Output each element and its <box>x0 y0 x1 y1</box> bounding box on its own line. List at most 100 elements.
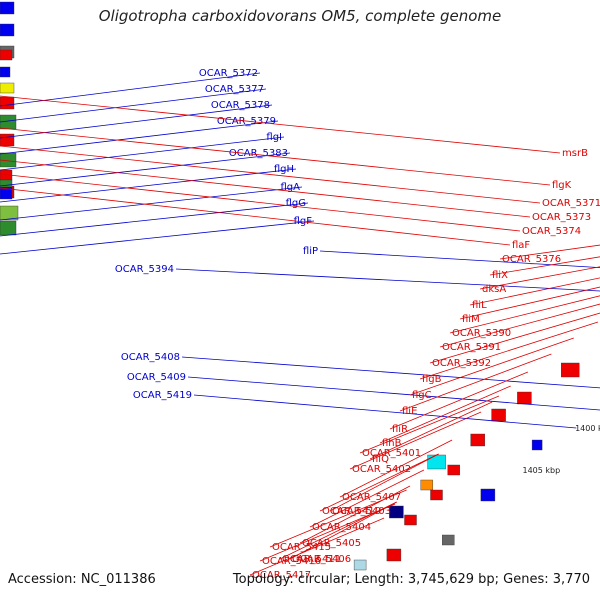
reverse-leader-20 <box>369 401 493 460</box>
forward-leader-4 <box>0 120 279 155</box>
forward-label-8: flgA <box>281 182 301 193</box>
reverse-label-32: OCAR_5417 <box>252 570 311 581</box>
genome-summary-text: Topology: circular; Length: 3,745,629 bp… <box>232 572 590 587</box>
reverse-leader-15 <box>419 321 599 380</box>
feature-block-37 <box>386 548 402 562</box>
reverse-leader-24 <box>329 453 439 512</box>
reverse-leader-1 <box>0 95 561 154</box>
feature-block-5 <box>0 66 11 78</box>
reverse-label-28: OCAR_5406 <box>292 554 351 565</box>
reverse-leader-28 <box>289 501 397 560</box>
reverse-label-10: fliL <box>472 300 487 311</box>
feature-block-29 <box>427 454 446 470</box>
forward-label-6: OCAR_5383 <box>229 148 288 159</box>
reverse-label-19: flhB <box>382 438 402 449</box>
reverse-leader-21 <box>359 395 500 454</box>
reverse-label-2: flgK <box>552 180 572 191</box>
feature-block-23 <box>561 362 580 378</box>
reverse-label-30: OCAR_5415 <box>272 542 331 553</box>
reverse-label-23: OCAR_5407 <box>342 492 401 503</box>
feature-block-16 <box>0 220 17 236</box>
reverse-leader-30 <box>269 489 407 548</box>
forward-label-3: OCAR_5378 <box>211 100 270 111</box>
feature-block-1 <box>0 1 15 15</box>
reverse-leader-9 <box>479 266 600 290</box>
reverse-leader-11 <box>459 286 600 320</box>
reverse-leader-27 <box>299 485 411 544</box>
reverse-leader-8 <box>489 256 600 276</box>
feature-block-28 <box>531 439 543 451</box>
reverse-leader-25 <box>319 453 439 512</box>
forward-label-4: OCAR_5379 <box>217 116 276 127</box>
feature-block-33 <box>480 488 496 502</box>
reverse-label-15: flgB <box>422 374 442 385</box>
forward-label-15: OCAR_5419 <box>133 390 192 401</box>
reverse-label-9: dksA <box>482 284 506 295</box>
reverse-label-25: OCAR_5410 <box>322 506 381 517</box>
forward-leader-13 <box>181 356 600 389</box>
reverse-label-31: OCAR_5416 <box>262 556 321 567</box>
kbp-tick-label-10: 1400 kbp <box>575 424 600 433</box>
feature-block-31 <box>420 479 433 491</box>
forward-label-5: flgI <box>266 132 282 143</box>
feature-block-2 <box>0 23 15 37</box>
reverse-label-7: OCAR_5376 <box>502 254 561 265</box>
forward-label-1: OCAR_5372 <box>199 68 258 79</box>
reverse-leader-4 <box>0 159 531 218</box>
forward-label-13: OCAR_5408 <box>121 352 180 363</box>
reverse-label-17: fliE <box>402 406 417 417</box>
forward-leader-2 <box>0 88 267 123</box>
forward-leader-15 <box>193 394 577 429</box>
reverse-leader-22 <box>349 411 482 470</box>
forward-label-11: fliP <box>303 246 318 257</box>
forward-leader-6 <box>0 152 291 187</box>
feature-block-34 <box>389 505 404 519</box>
reverse-label-21: OCAR_5401 <box>362 448 421 459</box>
reverse-leader-18 <box>389 371 529 430</box>
kbp-tick-label-11: 1405 kbp <box>522 466 560 475</box>
reverse-leader-12 <box>449 295 600 334</box>
reverse-leader-16 <box>409 337 574 396</box>
reverse-leader-19 <box>379 385 511 444</box>
reverse-leader-5 <box>0 173 521 232</box>
map-title: Oligotropha carboxidovorans OM5, complet… <box>98 7 502 25</box>
feature-block-26 <box>491 408 506 422</box>
reverse-label-22: OCAR_5402 <box>352 464 411 475</box>
reverse-leader-3 <box>0 145 541 204</box>
reverse-leader-10 <box>469 277 600 306</box>
feature-block-32 <box>430 489 443 501</box>
reverse-leader-17 <box>399 353 552 412</box>
accession-text: Accession: NC_011386 <box>8 572 156 587</box>
forward-label-14: OCAR_5409 <box>127 372 186 383</box>
forward-label-12: OCAR_5394 <box>115 264 174 275</box>
reverse-label-5: OCAR_5374 <box>522 226 581 237</box>
forward-leader-10 <box>0 220 315 255</box>
feature-block-30 <box>447 464 460 476</box>
feature-block-14 <box>0 186 13 200</box>
reverse-leader-6 <box>0 187 511 246</box>
feature-block-25 <box>517 391 532 405</box>
reverse-label-18: fliR <box>392 424 408 435</box>
reverse-leader-32 <box>249 517 385 576</box>
reverse-label-26: OCAR_5404 <box>312 522 371 533</box>
forward-label-7: flgH <box>274 164 294 175</box>
reverse-label-14: OCAR_5392 <box>432 358 491 369</box>
forward-label-2: OCAR_5377 <box>205 84 264 95</box>
feature-block-35 <box>404 514 417 526</box>
feature-block-9 <box>0 133 15 147</box>
reverse-leader-13 <box>439 303 600 348</box>
forward-leader-7 <box>0 168 297 203</box>
feature-block-38 <box>353 559 367 571</box>
reverse-leader-2 <box>0 127 551 186</box>
reverse-label-6: flaF <box>512 240 530 251</box>
feature-block-36 <box>442 534 455 546</box>
reverse-leader-14 <box>429 312 600 364</box>
reverse-label-12: OCAR_5390 <box>452 328 511 339</box>
reverse-label-1: msrB <box>562 148 588 159</box>
reverse-leader-31 <box>259 503 396 562</box>
reverse-label-29: OCAR_5411 <box>282 554 341 565</box>
reverse-leader-26 <box>309 469 425 528</box>
feature-block-7 <box>0 96 15 110</box>
